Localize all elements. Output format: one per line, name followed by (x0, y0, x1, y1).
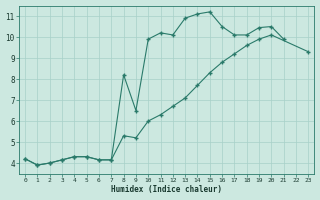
X-axis label: Humidex (Indice chaleur): Humidex (Indice chaleur) (111, 185, 222, 194)
